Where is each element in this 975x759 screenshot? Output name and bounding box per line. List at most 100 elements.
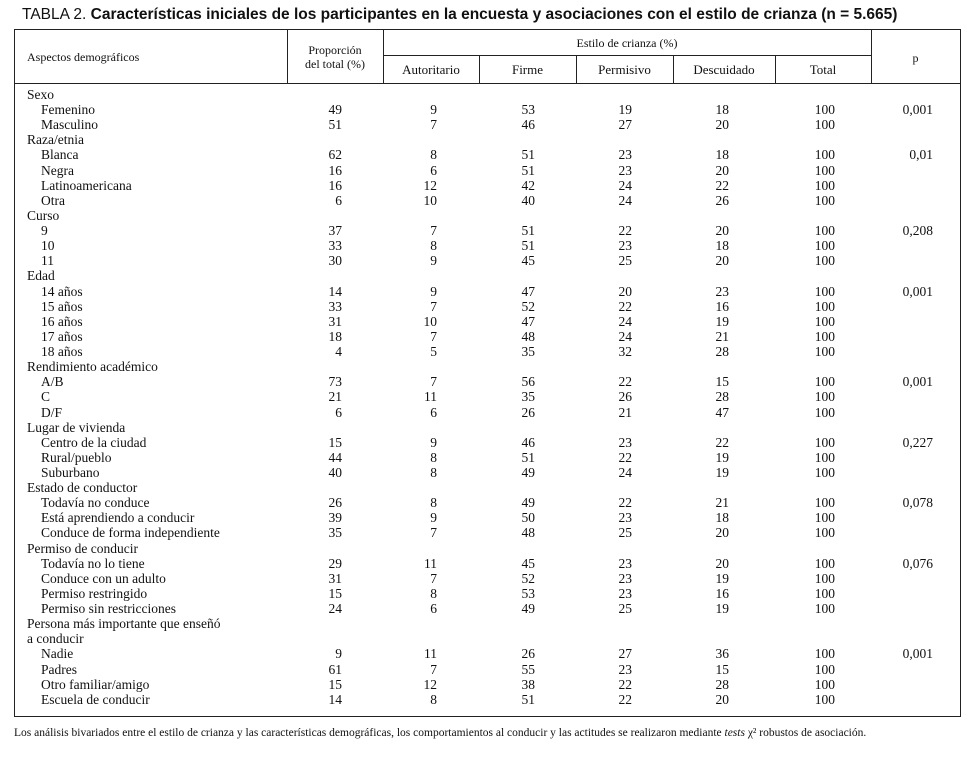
row-label: Centro de la ciudad [41,434,147,450]
style-value: 7 [430,328,437,344]
style-value: 46 [521,117,536,133]
style-value: 22 [618,691,633,707]
row-label: Suburbano [41,465,100,480]
p-value: 0,076 [902,555,933,571]
table-row: 9 37 7 51 22 20 100 0,208 [15,223,960,238]
style-value: 22 [618,374,633,390]
style-value: 25 [618,525,633,541]
row-label: Padres [41,661,77,677]
style-value: 23 [618,570,633,586]
style-value: 51 [521,238,536,254]
data-table: Aspectos demográficos Proporción del tot… [14,29,961,717]
style-value: 8 [430,691,437,707]
style-value: 51 [521,449,536,465]
style-value: 20 [618,283,633,299]
style-value: 7 [430,525,437,541]
style-value: 50 [521,510,536,526]
row-label: Permiso sin restricciones [41,601,176,617]
proportion-value: 61 [328,661,343,677]
table-row: Padres 61 7 55 23 15 100 [15,662,960,677]
row-label: 11 [41,253,54,269]
style-value: 52 [521,570,536,586]
style-value: 24 [618,328,633,344]
proportion-value: 15 [328,434,343,450]
style-value: 26 [715,192,730,208]
style-value: 100 [814,253,835,269]
style-value: 7 [430,374,437,390]
style-value: 23 [618,147,633,163]
row-label: Permiso restringido [41,585,148,601]
style-value: 100 [814,192,835,208]
style-value: 24 [618,313,633,329]
proportion-value: 49 [328,102,343,118]
style-value: 23 [618,434,633,450]
header-proportion-line1: Proporción [308,43,362,57]
proportion-value: 15 [328,676,343,692]
style-value: 48 [521,525,536,541]
proportion-value: 51 [328,117,343,133]
style-value: 100 [814,238,835,254]
style-value: 8 [430,147,437,163]
style-value: 53 [521,585,536,601]
style-value: 9 [430,102,437,118]
style-value: 21 [618,404,633,420]
style-value: 26 [618,389,633,405]
style-value: 51 [521,223,536,239]
style-value: 26 [521,646,536,662]
style-value: 100 [814,117,835,133]
style-value: 51 [521,162,536,178]
row-label: Blanca [41,147,79,163]
header-proportion-line2: del total (%) [305,57,365,71]
header-style-0: Autoritario [402,62,460,77]
style-value: 7 [430,117,437,133]
p-value: 0,01 [909,147,933,163]
category-row: a conducir [15,631,960,646]
style-value: 100 [814,449,835,465]
header-divider [287,30,288,83]
style-value: 20 [715,117,730,133]
style-value: 24 [618,192,633,208]
style-value: 22 [618,676,633,692]
p-value: 0,001 [902,646,933,662]
row-label: 14 años [41,283,83,299]
category-label: Raza/etnia [27,132,84,148]
proportion-value: 33 [328,298,343,314]
style-value: 24 [618,465,633,480]
style-value: 100 [814,601,835,617]
table-row: Otra 6 10 40 24 26 100 [15,193,960,208]
category-label: Curso [27,207,60,223]
style-value: 20 [715,223,730,239]
table-row: Blanca 62 8 51 23 18 100 0,01 [15,147,960,162]
header-style-1: Firme [511,62,544,77]
style-value: 28 [715,676,730,692]
proportion-value: 24 [328,601,343,617]
row-label: D/F [41,404,63,420]
style-value: 8 [430,449,437,465]
style-value: 100 [814,510,835,526]
footnote-text: Los análisis bivariados entre el estilo … [14,727,725,739]
proportion-value: 29 [328,555,343,571]
style-value: 35 [521,389,536,405]
style-value: 19 [715,570,730,586]
p-value: 0,001 [902,374,933,390]
proportion-value: 9 [335,646,342,662]
style-value: 35 [521,344,536,360]
table-row: Suburbano 40 8 49 24 19 100 [15,465,960,480]
style-value: 12 [423,676,438,692]
table-row: Todavía no conduce 26 8 49 22 21 100 0,078 [15,495,960,510]
style-value: 23 [618,555,633,571]
style-value: 24 [618,177,633,193]
table-row: 15 años 33 7 52 22 16 100 [15,299,960,314]
style-value: 100 [814,661,835,677]
table-row: Conduce con un adulto 31 7 52 23 19 100 [15,571,960,586]
p-value: 0,078 [902,495,933,511]
table-row: Conduce de forma independiente 35 7 48 25 20 1… [15,525,960,540]
style-value: 40 [521,192,536,208]
proportion-value: 16 [328,177,343,193]
header-divider [383,55,871,56]
header-divider [871,30,872,83]
style-value: 22 [618,223,633,239]
table-row: C 21 11 35 26 28 100 [15,389,960,404]
proportion-value: 30 [328,253,343,269]
row-label: 18 años [41,344,83,360]
